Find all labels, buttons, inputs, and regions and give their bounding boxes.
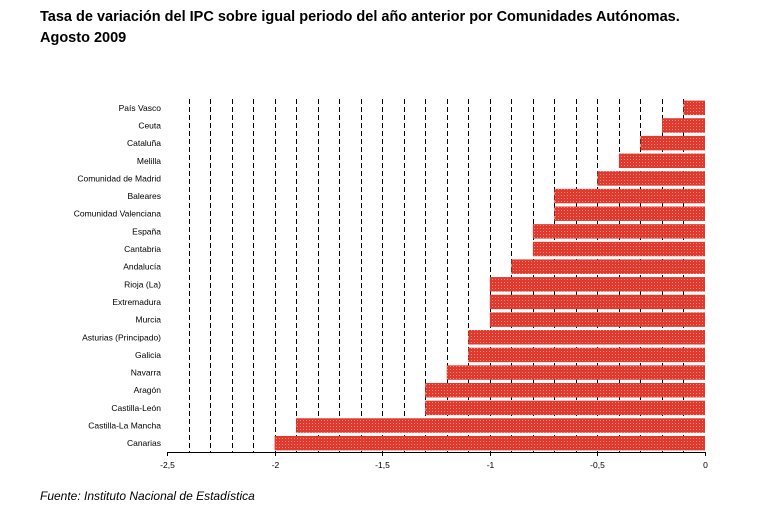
category-label: Andalucía bbox=[123, 262, 161, 272]
x-tick-label: 0 bbox=[703, 460, 708, 470]
category-label: Comunidad Valenciana bbox=[74, 209, 162, 219]
chart-title-line1: Tasa de variación del IPC sobre igual pe… bbox=[40, 9, 680, 25]
category-label: Castilla-La Mancha bbox=[88, 421, 161, 431]
x-tick-label: -1 bbox=[487, 460, 495, 470]
category-label: Rioja (La) bbox=[124, 279, 161, 289]
category-label: Extremadura bbox=[112, 297, 161, 307]
category-label: País Vasco bbox=[119, 103, 162, 113]
bar bbox=[554, 206, 705, 221]
bar bbox=[661, 118, 705, 133]
category-label: Murcia bbox=[135, 315, 161, 325]
category-label: Canarias bbox=[127, 438, 161, 448]
bar bbox=[532, 224, 705, 239]
bar bbox=[296, 418, 705, 433]
category-label: Navarra bbox=[131, 368, 162, 378]
category-label: Galicia bbox=[135, 350, 161, 360]
category-label: Ceuta bbox=[138, 120, 161, 130]
x-tick-label: -1,5 bbox=[375, 460, 390, 470]
bar bbox=[511, 259, 705, 274]
x-tick-label: -0,5 bbox=[590, 460, 605, 470]
category-label: Aragón bbox=[134, 385, 162, 395]
x-tick-label: -2,5 bbox=[160, 460, 175, 470]
bar-chart: País Vasco Ceuta Cataluña Melilla Comunidad … bbox=[74, 99, 708, 470]
bar bbox=[425, 400, 705, 416]
bar bbox=[489, 312, 705, 327]
category-label: Asturias (Principado) bbox=[82, 332, 161, 342]
bar bbox=[532, 241, 705, 257]
bar bbox=[274, 435, 705, 451]
category-label: Baleares bbox=[127, 191, 161, 201]
bar bbox=[554, 188, 705, 204]
chart-title: Tasa de variación del IPC sobre igual pe… bbox=[40, 7, 730, 49]
x-tick-label: -2 bbox=[272, 460, 280, 470]
bar bbox=[489, 294, 705, 310]
source-note: Fuente: Instituto Nacional de Estadístic… bbox=[40, 489, 255, 503]
bar bbox=[468, 347, 705, 363]
bar bbox=[446, 365, 705, 380]
bar bbox=[597, 171, 705, 186]
category-label: Comunidad de Madrid bbox=[77, 173, 161, 183]
category-label: Castilla-León bbox=[111, 403, 161, 413]
chart-title-line2: Agosto 2009 bbox=[40, 30, 127, 46]
bar bbox=[425, 382, 705, 398]
category-label: Melilla bbox=[137, 156, 161, 166]
bar bbox=[468, 330, 705, 345]
bar bbox=[618, 153, 705, 169]
bar bbox=[683, 100, 705, 116]
category-label: Cataluña bbox=[127, 138, 161, 148]
bar bbox=[489, 277, 705, 292]
category-label: Cantabria bbox=[124, 244, 161, 254]
category-label: España bbox=[132, 226, 161, 236]
bar bbox=[640, 135, 705, 151]
